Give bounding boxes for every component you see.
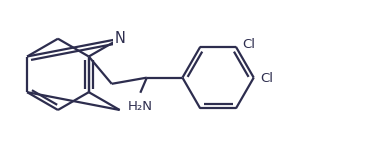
Text: Cl: Cl bbox=[260, 72, 273, 85]
Text: H₂N: H₂N bbox=[128, 100, 153, 113]
Text: Cl: Cl bbox=[242, 38, 255, 51]
Text: N: N bbox=[114, 31, 125, 46]
